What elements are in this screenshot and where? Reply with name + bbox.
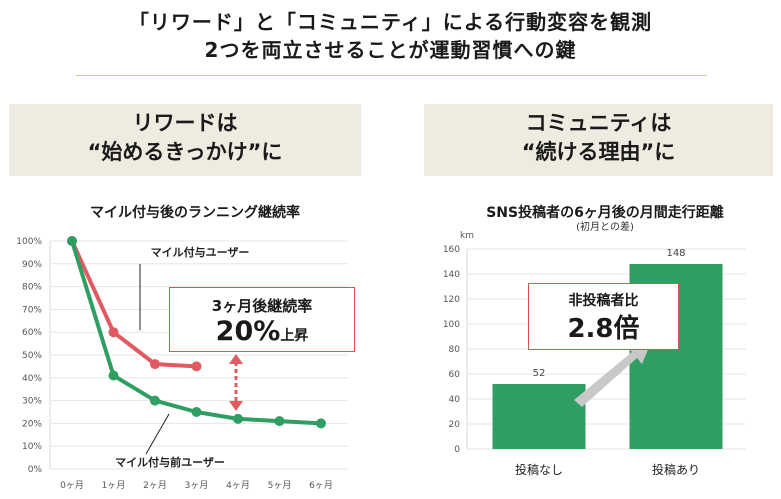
x-tick-label: 投稿あり [652, 462, 700, 477]
reward-panel-line-1: リワードは [132, 111, 238, 135]
community-panel: コミュニティは “続ける理由”に [424, 104, 773, 176]
data-point [108, 327, 119, 338]
headline-line-1: 「リワード」と「コミュニティ」による行動変容を観測 [128, 10, 653, 34]
growth-arrow [574, 340, 652, 407]
retention-callout-suffix: 上昇 [280, 328, 309, 344]
y-tick-label: 160 [443, 245, 460, 255]
x-tick-label: 4ヶ月 [226, 480, 250, 491]
series-label: マイル付与前ユーザー [115, 455, 225, 469]
data-point [191, 407, 202, 417]
reward-panel-line-2: “始めるきっかけ”に [87, 140, 283, 164]
y-tick-label: 120 [443, 295, 460, 305]
line-chart-title: マイル付与後のランニング継続率 [90, 205, 300, 221]
community-panel-line-1: コミュニティは [525, 111, 672, 135]
y-tick-label: 30% [22, 397, 42, 407]
data-point [233, 413, 243, 424]
data-point [67, 236, 77, 246]
x-tick-label: 2ヶ月 [143, 480, 167, 491]
series-leader-line [145, 413, 170, 455]
y-tick-label: 60 [449, 370, 461, 380]
gap-arrow-head-down [229, 401, 243, 411]
y-tick-label: 90% [22, 260, 42, 270]
reward-panel: リワードは “始めるきっかけ”に [9, 104, 361, 176]
data-point [316, 418, 326, 429]
data-point [108, 370, 119, 381]
y-tick-label: 0% [28, 465, 43, 475]
x-tick-label: 0ヶ月 [60, 480, 84, 491]
gap-arrow-head-up [229, 354, 243, 364]
y-tick-label: 40% [22, 374, 42, 384]
bar-value-label: 52 [533, 368, 546, 379]
retention-callout-label: 3ヶ月後継続率 [211, 297, 313, 315]
data-point [274, 416, 285, 427]
y-tick-label: 50% [22, 351, 42, 361]
community-panel-line-2: “続ける理由”に [521, 140, 676, 164]
y-tick-label: 60% [22, 328, 42, 338]
bar-chart-subtitle: (初月との差) [576, 222, 634, 233]
y-tick-label: 20% [22, 419, 42, 429]
y-tick-label: 40 [449, 395, 461, 405]
bar-chart-title: SNS投稿者の6ヶ月後の月間走行距離 [486, 205, 724, 221]
y-tick-label: 0 [454, 445, 460, 455]
headline-line-2: 2つを両立させることが運動習慣への鍵 [204, 38, 577, 62]
retention-callout-value: 20% [215, 316, 281, 347]
ratio-callout-label: 非投稿者比 [568, 293, 639, 309]
x-tick-label: 1ヶ月 [102, 480, 126, 491]
y-tick-label: 100 [443, 320, 460, 330]
data-point [191, 361, 202, 372]
series-label: マイル付与ユーザー [151, 245, 250, 259]
bar-value-label: 148 [666, 248, 685, 259]
y-tick-label: 70% [22, 305, 42, 315]
y-tick-label: 80% [22, 283, 42, 293]
x-tick-label: 投稿なし [515, 462, 563, 477]
y-tick-label: 100% [16, 237, 42, 247]
ratio-callout: 非投稿者比 2.8倍 [528, 283, 679, 350]
x-tick-label: 6ヶ月 [309, 480, 333, 491]
data-point [150, 359, 160, 370]
data-point [67, 236, 77, 246]
y-tick-label: 80 [449, 345, 461, 355]
y-tick-label: 20 [449, 420, 461, 430]
ratio-callout-value: 2.8倍 [567, 314, 640, 344]
y-tick-label: 140 [443, 270, 460, 280]
x-tick-label: 3ヶ月 [185, 480, 209, 491]
data-point [150, 395, 160, 406]
divider [76, 75, 707, 76]
x-tick-label: 5ヶ月 [268, 480, 292, 491]
y-tick-label: 10% [22, 442, 42, 452]
retention-callout: 3ヶ月後継続率 20%上昇 [169, 287, 355, 352]
bar [492, 384, 586, 449]
